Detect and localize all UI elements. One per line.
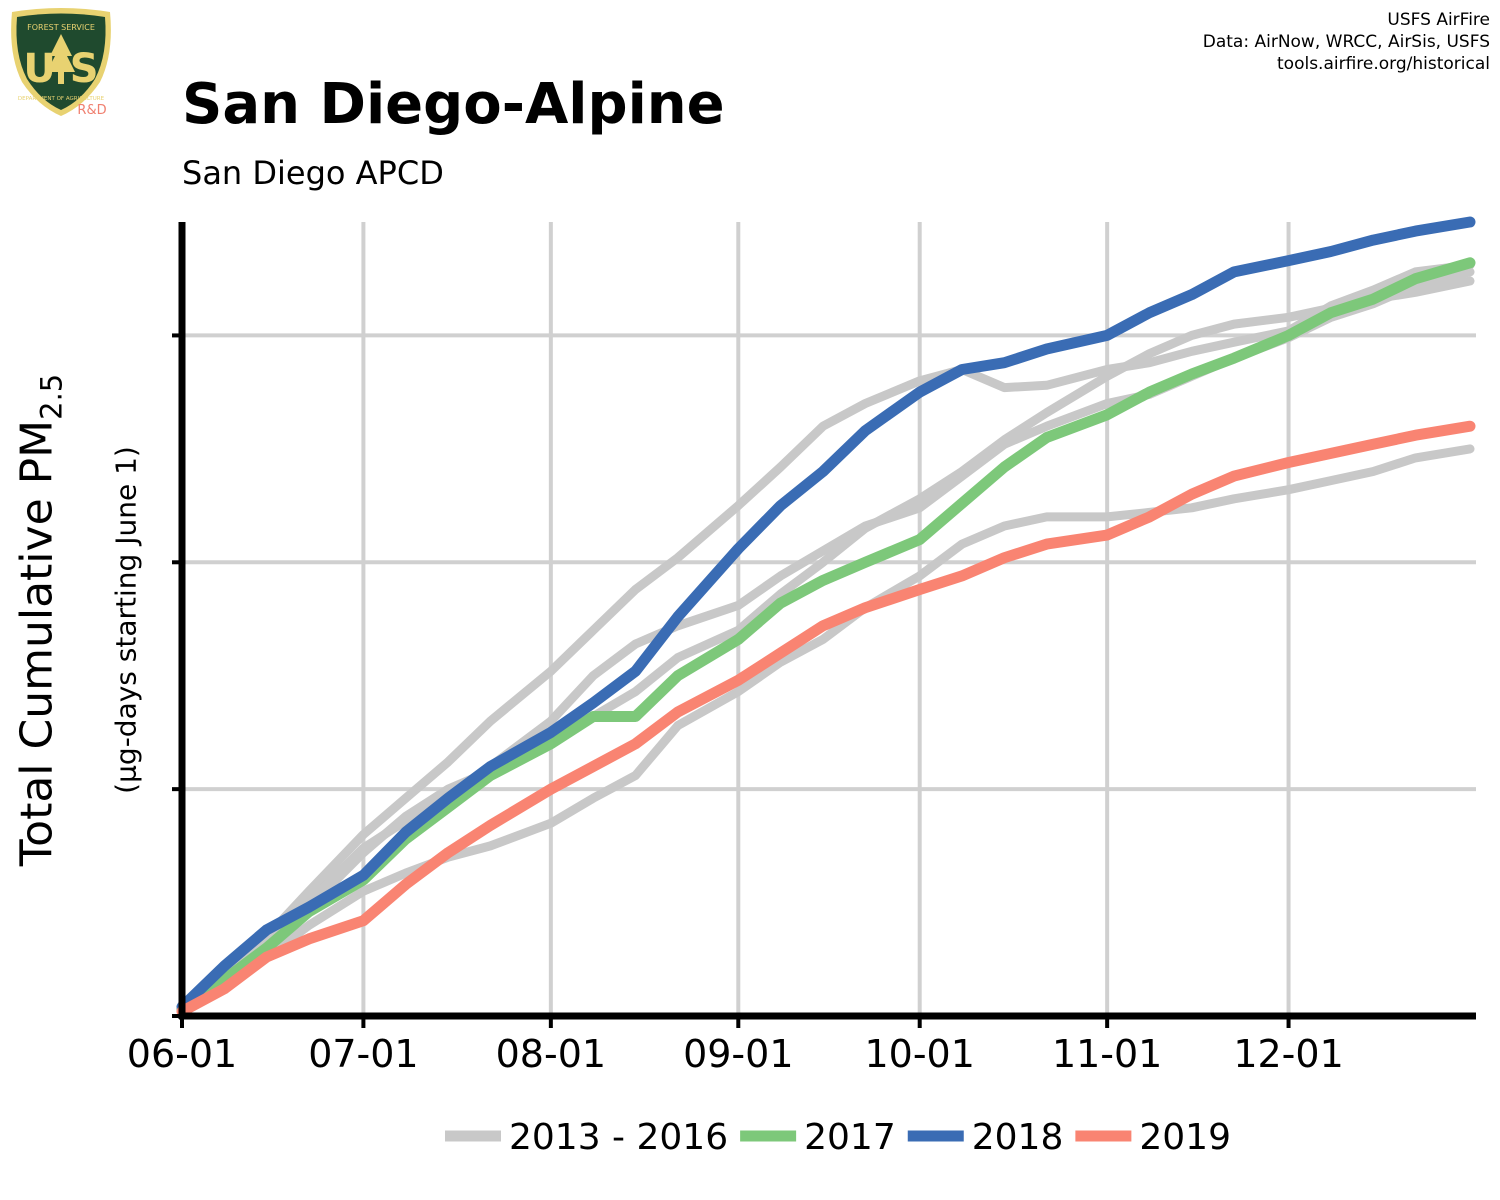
- series-line-2013-2016: [177, 444, 1475, 1016]
- page-title: San Diego-Alpine: [182, 72, 725, 137]
- legend-label: 2018: [972, 1117, 1064, 1158]
- usfs-shield-logo: FOREST SERVICE U S DEPARTMENT OF AGRICUL…: [11, 8, 111, 118]
- credit-line: Data: AirNow, WRCC, AirSis, USFS: [1202, 32, 1490, 52]
- logo-bottom-text: DEPARTMENT OF AGRICULTURE: [18, 96, 105, 102]
- x-tick-label: 10-01: [864, 1032, 974, 1076]
- legend-label: 2019: [1139, 1117, 1231, 1158]
- x-tick-label: 07-01: [308, 1032, 418, 1076]
- series-line-2018: [176, 216, 1476, 1013]
- logo-top-text: FOREST SERVICE: [27, 23, 95, 32]
- legend-label: 2017: [804, 1117, 896, 1158]
- axes: [172, 222, 1476, 1028]
- x-tick-label: 12-01: [1233, 1032, 1343, 1076]
- series-line-2019: [176, 420, 1476, 1017]
- logo-badge: R&D: [77, 103, 106, 118]
- legend-label: 2013 - 2016: [509, 1117, 728, 1158]
- legend: 2013 - 2016 2017 2018 2019: [445, 1117, 1231, 1158]
- credit-line: USFS AirFire: [1387, 10, 1490, 30]
- series-lines: [176, 216, 1476, 1017]
- x-tick-label: 08-01: [496, 1032, 606, 1076]
- page-subtitle: San Diego APCD: [182, 154, 444, 192]
- series-line-2013-2016: [177, 260, 1475, 1010]
- x-tick-label: 09-01: [683, 1032, 793, 1076]
- tree-icon: [47, 34, 75, 84]
- series-line-2013-2016: [177, 276, 1475, 1014]
- credit-line: tools.airfire.org/historical: [1277, 54, 1490, 74]
- x-tick-label: 11-01: [1052, 1032, 1162, 1076]
- x-tick-label: 06-01: [127, 1032, 237, 1076]
- x-tick-labels: 06-01 07-01 08-01 09-01 10-01 11-01 12-01: [127, 1032, 1344, 1076]
